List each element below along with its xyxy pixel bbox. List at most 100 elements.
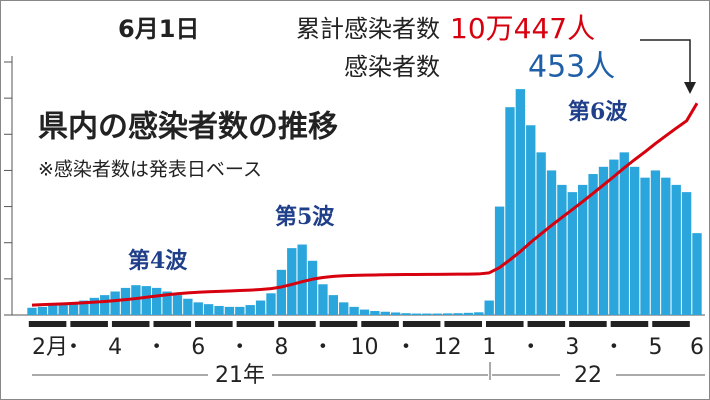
x-tick-label: 6 xyxy=(191,335,205,360)
callout-arrow xyxy=(684,82,696,94)
bar xyxy=(307,260,318,315)
bar xyxy=(339,302,349,315)
bar xyxy=(203,304,214,315)
wave-label: 第5波 xyxy=(275,204,335,230)
month-band xyxy=(485,321,524,327)
bar xyxy=(629,166,640,315)
bar xyxy=(474,312,484,315)
x-tick-label: ・ xyxy=(229,335,251,360)
x-tick-label: 5 xyxy=(648,335,662,360)
bar xyxy=(640,177,650,315)
month-band xyxy=(402,321,441,327)
bar xyxy=(588,174,598,315)
month-band xyxy=(278,321,316,327)
bar xyxy=(598,166,609,315)
bar xyxy=(609,159,619,315)
bar xyxy=(27,307,37,315)
month-band xyxy=(610,321,649,327)
bar xyxy=(131,285,141,315)
month-band xyxy=(236,321,275,327)
header-date: 6月1日 xyxy=(118,15,199,43)
bar xyxy=(68,302,79,315)
x-tick-label: ・ xyxy=(603,335,625,360)
month-band xyxy=(444,321,482,327)
bar xyxy=(401,313,411,315)
bar xyxy=(453,313,463,315)
bar xyxy=(681,192,692,315)
bar xyxy=(505,107,515,315)
month-band xyxy=(195,321,233,327)
bar xyxy=(380,311,390,315)
callout-line xyxy=(640,39,691,88)
bar xyxy=(120,287,131,315)
bar xyxy=(172,295,183,315)
bar xyxy=(141,286,151,315)
x-tick-label: ・ xyxy=(395,335,417,360)
wave-label: 第4波 xyxy=(128,248,188,274)
bar xyxy=(58,304,68,315)
bar xyxy=(578,184,588,315)
bar xyxy=(422,313,432,315)
bar xyxy=(463,312,474,315)
x-tick-label: ・ xyxy=(312,335,334,360)
bar xyxy=(235,306,245,315)
month-band xyxy=(111,321,150,327)
chart-subtitle: ※感染者数は発表日ベース xyxy=(38,159,262,181)
bar xyxy=(557,184,567,315)
bar xyxy=(349,306,359,315)
bar xyxy=(100,295,110,315)
month-band xyxy=(652,321,690,327)
month-band xyxy=(70,321,108,327)
bar xyxy=(266,293,276,315)
bar xyxy=(297,244,307,315)
x-tick-label: ・ xyxy=(146,335,168,360)
x-tick-label: 1 xyxy=(482,335,496,360)
bar xyxy=(162,291,172,315)
month-band xyxy=(319,321,358,327)
month-band xyxy=(569,321,607,327)
header-daily-label: 感染者数 xyxy=(344,53,440,81)
month-band xyxy=(361,321,399,327)
bar xyxy=(671,184,681,315)
bar xyxy=(37,306,48,315)
bar xyxy=(515,89,526,315)
bar xyxy=(48,305,58,315)
x-tick-label: ・ xyxy=(520,335,542,360)
wave-label: 第6波 xyxy=(568,99,628,125)
bar xyxy=(619,152,629,315)
month-band xyxy=(153,321,192,327)
bar xyxy=(370,311,380,315)
bar xyxy=(193,302,203,315)
bar xyxy=(484,300,494,315)
month-band xyxy=(28,321,67,327)
year-label: 22 xyxy=(574,363,602,388)
bar xyxy=(432,313,442,315)
bar xyxy=(442,313,453,315)
x-tick-label: 10 xyxy=(351,335,379,360)
cumulative-line xyxy=(31,102,699,307)
bar xyxy=(359,309,370,315)
x-tick-label: 2月 xyxy=(32,335,68,360)
bar xyxy=(287,248,297,315)
x-tick-label: 3 xyxy=(565,335,579,360)
chart-title: 県内の感染者数の推移 xyxy=(38,110,338,145)
bar xyxy=(183,298,193,315)
bar xyxy=(255,300,266,315)
bar xyxy=(546,170,557,315)
bar xyxy=(661,177,671,315)
bar xyxy=(411,313,422,315)
bar xyxy=(152,287,162,315)
bar xyxy=(650,170,661,315)
month-band xyxy=(527,321,566,327)
bar xyxy=(110,291,120,315)
bar xyxy=(245,305,255,315)
x-tick-label: 8 xyxy=(274,335,288,360)
bar xyxy=(390,312,401,315)
bar xyxy=(494,206,505,315)
bar xyxy=(328,295,339,315)
header-daily-value: 453人 xyxy=(528,50,615,85)
bar xyxy=(318,284,328,315)
x-tick-label: 4 xyxy=(108,335,122,360)
bar xyxy=(276,269,287,315)
